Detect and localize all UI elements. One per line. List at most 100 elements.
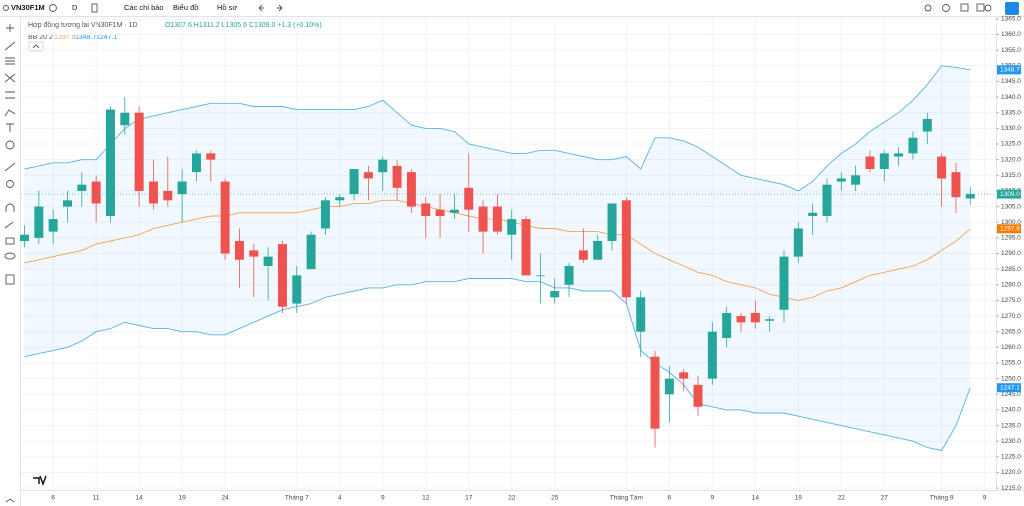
candle-body — [206, 153, 216, 160]
candle-body — [736, 316, 746, 323]
ohlc-legend: O1307.6 H1311.2 L1305.6 C1309.0 +1.3 (+0… — [165, 22, 322, 29]
zoom-icon[interactable] — [924, 4, 932, 12]
y-tick-label: 1320.0 — [1001, 156, 1021, 163]
candle-body — [750, 312, 760, 323]
candle-body — [306, 234, 316, 270]
pattern-tool[interactable] — [4, 73, 16, 83]
x-tick-label: 11 — [93, 495, 100, 502]
y-tick-label: 1245.0 — [1001, 391, 1021, 398]
redo[interactable] — [277, 4, 283, 12]
candle-body — [550, 291, 560, 298]
scroll-up[interactable] — [5, 498, 15, 503]
candle-body — [421, 203, 431, 216]
symbol[interactable]: VN30F1M — [11, 3, 45, 12]
y-tick-label: 1305.0 — [1001, 203, 1021, 210]
candle-body — [105, 109, 115, 216]
candle-body — [91, 181, 101, 204]
add-symbol[interactable] — [49, 4, 57, 12]
bb-upper-legend: 1348.7 — [75, 34, 97, 41]
candle-body — [965, 194, 975, 199]
chart-type-button[interactable]: Biểu đồ — [173, 3, 198, 12]
candle-body — [48, 219, 58, 232]
hide-tool[interactable] — [4, 252, 16, 260]
interval[interactable]: D — [72, 3, 78, 12]
profile-button[interactable]: Hồ sơ — [217, 3, 237, 12]
delete-tool[interactable] — [5, 274, 15, 285]
y-tick-label: 1280.0 — [1001, 282, 1021, 289]
search-icon[interactable] — [3, 5, 9, 11]
fullscreen-icon[interactable] — [960, 3, 969, 12]
zoom-tool[interactable] — [6, 180, 14, 188]
candle-body — [263, 256, 273, 267]
candle-body — [578, 250, 588, 260]
collapse-legend[interactable] — [28, 41, 44, 52]
settings-icon[interactable] — [942, 4, 950, 12]
candle-body — [650, 356, 660, 429]
magnet-tool[interactable] — [5, 203, 15, 212]
candle-body — [449, 209, 459, 213]
x-tick-label: 6 — [51, 495, 55, 502]
candle-body — [478, 206, 488, 232]
candle-body — [363, 172, 373, 179]
candle-body — [163, 190, 173, 201]
bb-lower-legend: 1247.1 — [96, 34, 118, 41]
x-tick-label: Tháng 7 — [285, 495, 309, 502]
candle-body — [707, 331, 717, 379]
y-tick-label: 1285.0 — [1001, 266, 1021, 273]
fib-tool[interactable] — [5, 57, 15, 65]
brush-tool[interactable] — [4, 109, 16, 117]
y-tick-label: 1315.0 — [1001, 172, 1021, 179]
x-tick-label: 4 — [338, 495, 342, 502]
forecast-tool[interactable] — [5, 91, 15, 99]
candle-body — [378, 159, 388, 173]
candle-body — [693, 384, 703, 407]
lock-tool[interactable] — [5, 237, 15, 245]
y-tick-label: 1300.0 — [1001, 219, 1021, 226]
chart-title: Hợp đồng tương lai VN30F1M · 1D — [28, 20, 138, 29]
y-tick-label: 1365.0 — [1001, 16, 1021, 23]
y-tick-label: 1335.0 — [1001, 109, 1021, 116]
snapshot-icon[interactable] — [976, 3, 985, 12]
y-tick-label: 1265.0 — [1001, 328, 1021, 335]
last-price-tag-bg — [997, 189, 1021, 199]
logo[interactable] — [1005, 2, 1019, 15]
bb-upper-price-tag-bg — [997, 65, 1021, 75]
x-tick-label: 9 — [381, 495, 385, 502]
candle-body — [335, 197, 345, 201]
y-tick-label: 1250.0 — [1001, 375, 1021, 382]
candle-body — [464, 187, 474, 210]
indicators-button[interactable]: Các chỉ báo — [124, 3, 164, 12]
x-tick-label: 14 — [752, 495, 760, 502]
tv-logo — [33, 475, 47, 487]
y-tick-label: 1260.0 — [1001, 344, 1021, 351]
text-tool[interactable] — [6, 123, 14, 132]
undo[interactable] — [258, 4, 264, 12]
y-tick-label: 1330.0 — [1001, 125, 1021, 132]
trendline-tool[interactable] — [4, 41, 16, 51]
candle-body — [607, 203, 617, 241]
x-tick-label: 27 — [881, 495, 889, 502]
y-tick-label: 1290.0 — [1001, 250, 1021, 257]
share-icon[interactable] — [984, 4, 992, 12]
candle-body — [564, 266, 574, 285]
bb-legend-label: BB 20 2 — [28, 34, 53, 41]
crosshair-tool[interactable] — [6, 24, 14, 32]
candle-body — [507, 219, 517, 235]
bb-basis-legend: 1297.9 — [54, 34, 76, 41]
stay-drawing-tool[interactable] — [4, 221, 14, 229]
candle-body — [234, 240, 244, 260]
measure-tool[interactable] — [4, 162, 16, 172]
x-tick-label: 6 — [668, 495, 672, 502]
x-tick-label: 19 — [179, 495, 187, 502]
emoji-tool[interactable] — [5, 140, 15, 150]
bb-basis-price-tag-bg — [997, 224, 1021, 234]
y-tick-label: 1355.0 — [1001, 47, 1021, 54]
plot-area — [20, 65, 996, 452]
y-tick-label: 1235.0 — [1001, 422, 1021, 429]
candle-type-icon[interactable] — [91, 3, 98, 13]
candle-body — [808, 212, 818, 216]
candle-body — [20, 234, 29, 241]
candle-body — [779, 256, 789, 310]
y-tick-label: 1295.0 — [1001, 235, 1021, 242]
